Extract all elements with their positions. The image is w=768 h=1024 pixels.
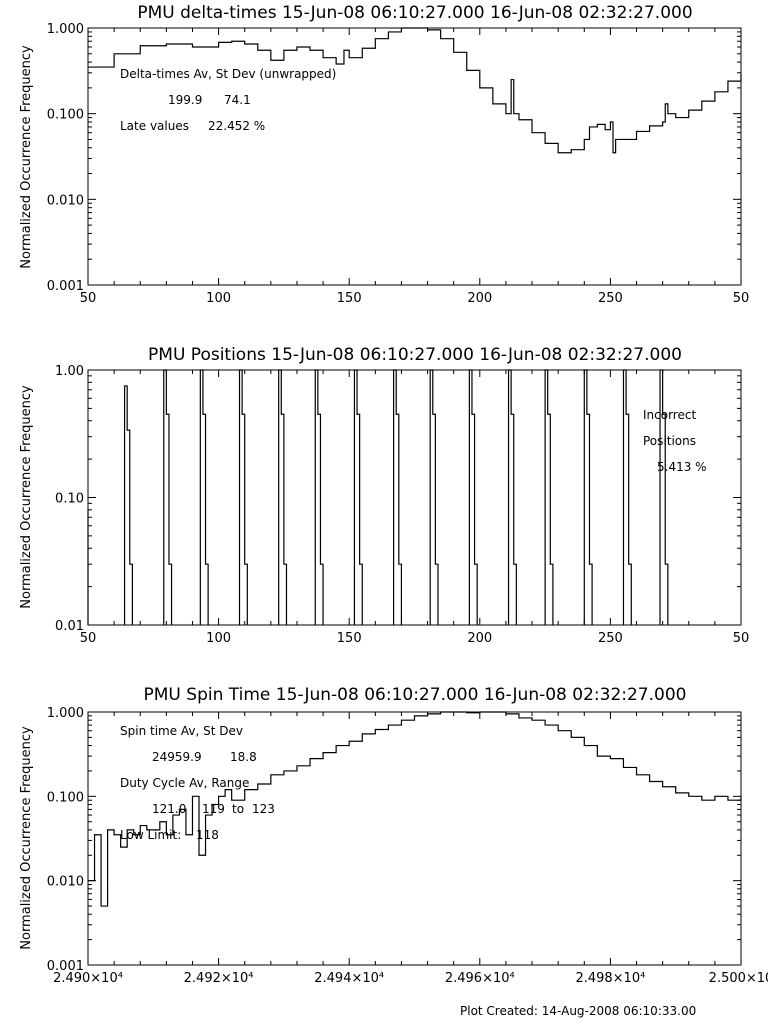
x-tick-label: 250 (598, 631, 623, 646)
y-tick-label: 1.000 (47, 706, 84, 721)
late-values-label: Late values (120, 119, 189, 133)
positions-title: PMU Positions 15-Jun-08 06:10:27.000 16-… (148, 345, 682, 365)
low-limit-value: 118 (196, 828, 219, 842)
spin-time-ylabel: Normalized Occurrence Frequency (19, 726, 34, 950)
spin-time-stats-heading: Spin time Av, St Dev (120, 724, 243, 738)
x-tick-label: 50 (80, 291, 97, 306)
late-values-percent: 22.452 % (208, 119, 265, 133)
duty-cycle-range-to: to (232, 802, 244, 816)
delta-times-ylabel: Normalized Occurrence Frequency (19, 45, 34, 269)
x-tick-label: 150 (337, 291, 362, 306)
x-tick-label: 2.490×10⁴ (53, 971, 123, 986)
spin-time-title: PMU Spin Time 15-Jun-08 06:10:27.000 16-… (144, 685, 687, 705)
x-tick-label: 2.492×10⁴ (184, 971, 254, 986)
incorrect-label: Incorrect (643, 408, 696, 422)
delta-times-stdev: 74.1 (224, 93, 251, 107)
delta-times-panel: PMU delta-times 15-Jun-08 06:10:27.000 1… (19, 3, 749, 306)
histogram-line (88, 27, 742, 154)
delta-times-stats-heading: Delta-times Av, St Dev (unwrapped) (120, 67, 336, 81)
x-tick-label: 2.500×10 (709, 971, 768, 986)
x-tick-label: 50 (733, 631, 750, 646)
y-tick-label: 0.001 (47, 279, 84, 294)
y-tick-label: 0.001 (47, 959, 84, 974)
delta-times-title: PMU delta-times 15-Jun-08 06:10:27.000 1… (137, 3, 692, 23)
y-tick-label: 0.01 (55, 619, 84, 634)
delta-times-average: 199.9 (168, 93, 202, 107)
duty-cycle-range-max: 123 (252, 802, 275, 816)
x-tick-label: 100 (206, 291, 231, 306)
x-tick-label: 200 (467, 291, 492, 306)
x-tick-label: 100 (206, 631, 231, 646)
position-peaks-line (87, 369, 669, 625)
duty-cycle-range-min: 119 (202, 802, 225, 816)
x-tick-label: 200 (467, 631, 492, 646)
incorrect-positions-percent: 5.413 % (657, 460, 707, 474)
y-tick-label: 1.000 (47, 22, 84, 37)
positions-panel: PMU Positions 15-Jun-08 06:10:27.000 16-… (19, 345, 749, 646)
y-tick-label: 1.00 (55, 364, 84, 379)
x-tick-label: 2.494×10⁴ (314, 971, 384, 986)
x-tick-label: 50 (80, 631, 97, 646)
plot-frame (87, 711, 742, 966)
spin-time-panel: PMU Spin Time 15-Jun-08 06:10:27.000 16-… (19, 685, 768, 986)
duty-cycle-heading: Duty Cycle Av, Range (120, 776, 249, 790)
positions-label: Positions (643, 434, 696, 448)
y-tick-label: 0.10 (55, 492, 84, 507)
spin-time-average: 24959.9 (152, 750, 202, 764)
x-tick-label: 2.498×10⁴ (575, 971, 645, 986)
positions-ylabel: Normalized Occurrence Frequency (19, 385, 34, 609)
duty-cycle-average: 121.0 (152, 802, 186, 816)
y-tick-label: 0.010 (47, 193, 84, 208)
spin-time-stdev: 18.8 (230, 750, 257, 764)
y-tick-label: 0.100 (47, 108, 84, 123)
x-tick-label: 2.496×10⁴ (445, 971, 515, 986)
y-tick-label: 0.010 (47, 875, 84, 890)
plot-created-footer: Plot Created: 14-Aug-2008 06:10:33.00 (460, 1004, 696, 1018)
x-tick-label: 150 (337, 631, 362, 646)
x-tick-label: 250 (598, 291, 623, 306)
histogram-line (88, 711, 742, 907)
y-tick-label: 0.100 (47, 790, 84, 805)
x-tick-label: 50 (733, 291, 750, 306)
